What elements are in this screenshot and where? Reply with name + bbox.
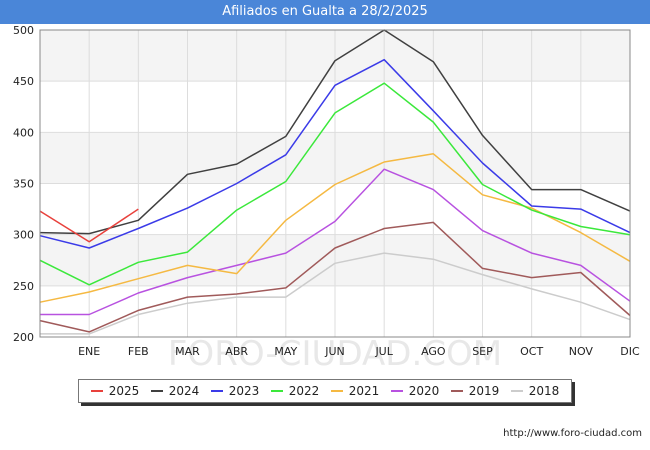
legend-item-2018: 2018: [510, 384, 560, 398]
legend: 2025 2024 2023 2022 2021 2020 2019 2018: [78, 379, 572, 403]
x-axis-ticks: ENE FEB MAR ABR MAY JUN JUL AGO SEP OCT NOV DIC: [78, 345, 640, 358]
legend-swatch: [90, 390, 103, 392]
legend-swatch: [150, 390, 163, 392]
y-tick-label: 500: [13, 24, 34, 37]
legend-item-2025: 2025: [90, 384, 140, 398]
legend-swatch: [330, 390, 343, 392]
watermark: FORO-CIUDAD.COM: [168, 334, 502, 374]
legend-label: 2020: [408, 384, 440, 398]
legend-swatch: [390, 390, 403, 392]
y-tick-label: 200: [13, 331, 34, 344]
x-tick-label: JUN: [324, 345, 345, 358]
legend-item-2019: 2019: [450, 384, 500, 398]
series-lines: [39, 29, 631, 335]
series-line-2024: [39, 29, 631, 235]
legend-item-2020: 2020: [390, 384, 440, 398]
legend-swatch: [270, 390, 283, 392]
legend-label: 2021: [348, 384, 380, 398]
y-tick-label: 300: [13, 229, 34, 242]
x-tick-label: FEB: [128, 345, 149, 358]
legend-item-2021: 2021: [330, 384, 380, 398]
x-tick-label: MAY: [274, 345, 297, 358]
legend-label: 2022: [288, 384, 320, 398]
x-tick-label: AGO: [421, 345, 446, 358]
legend-label: 2025: [108, 384, 140, 398]
series-line-2023: [39, 58, 631, 249]
legend-label: 2024: [168, 384, 200, 398]
plot-frame: [39, 29, 631, 338]
legend-item-2022: 2022: [270, 384, 320, 398]
series-line-2022: [39, 82, 631, 286]
legend-swatch: [210, 390, 223, 392]
y-tick-label: 250: [13, 280, 34, 293]
x-tick-label: MAR: [175, 345, 200, 358]
legend-label: 2023: [228, 384, 260, 398]
legend-label: 2018: [528, 384, 560, 398]
chart-title: Afiliados en Gualta a 28/2/2025: [0, 0, 650, 24]
x-tick-label: ENE: [78, 345, 100, 358]
series-line-2025: [39, 208, 139, 243]
series-line-2020: [40, 168, 631, 316]
x-tick-label: NOV: [569, 345, 594, 358]
legend-swatch: [510, 390, 523, 392]
legend-item-2024: 2024: [150, 384, 200, 398]
y-tick-label: 450: [13, 75, 34, 88]
x-tick-label: SEP: [472, 345, 493, 358]
series-line-2018: [40, 252, 631, 335]
legend-swatch: [450, 390, 463, 392]
source-url[interactable]: http://www.foro-ciudad.com: [503, 428, 642, 439]
x-tick-label: OCT: [520, 345, 543, 358]
y-tick-label: 400: [13, 126, 34, 139]
legend-label: 2019: [468, 384, 500, 398]
x-tick-label: JUL: [374, 345, 393, 358]
legend-item-2023: 2023: [210, 384, 260, 398]
y-tick-label: 350: [13, 178, 34, 191]
x-tick-label: ABR: [225, 345, 248, 358]
series-line-2021: [39, 153, 631, 303]
x-tick-label: DIC: [620, 345, 640, 358]
series-line-2019: [39, 221, 631, 333]
y-axis-ticks: 200 250 300 350 400 450 500: [13, 24, 34, 344]
